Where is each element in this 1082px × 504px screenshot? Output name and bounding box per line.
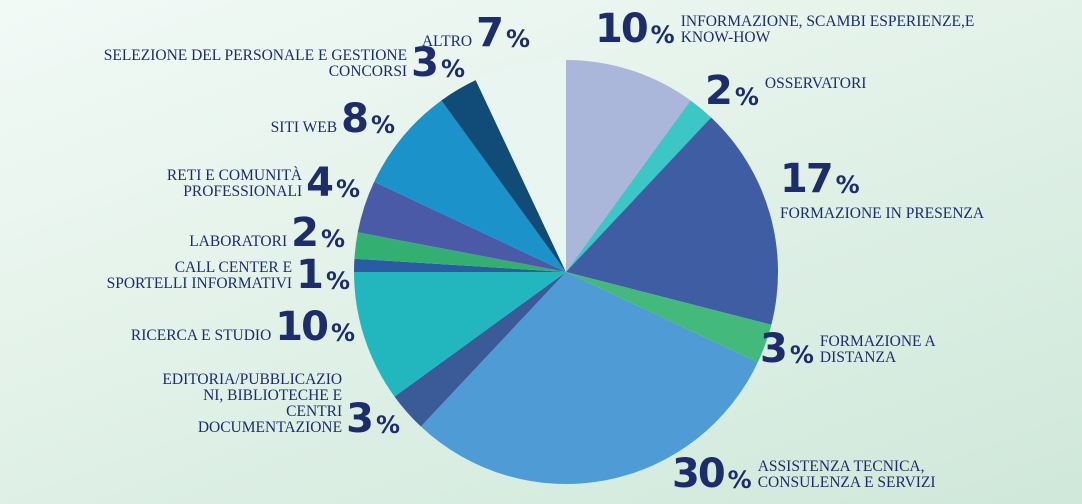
value-label: 4 bbox=[306, 160, 334, 206]
value-label: 10 bbox=[595, 6, 649, 52]
value-unit: % bbox=[505, 25, 530, 53]
slice-label: 17% FORMAZIONE IN PRESENZA bbox=[780, 156, 1080, 222]
pie-slice bbox=[354, 232, 566, 272]
value-unit: % bbox=[835, 171, 860, 199]
slice-label: CALL CENTER E SPORTELLI INFORMATIVI 1% bbox=[92, 252, 350, 298]
value-unit: % bbox=[789, 341, 814, 369]
category-label: LABORATORI bbox=[189, 233, 288, 250]
category-label: FORMAZIONE IN PRESENZA bbox=[780, 205, 985, 222]
value-label: 1 bbox=[296, 252, 324, 298]
category-label: INFORMAZIONE, SCAMBI ESPERIENZE,E KNOW-H… bbox=[680, 13, 975, 46]
pie-slice bbox=[566, 272, 772, 363]
slice-label: RETI E COMUNITÀ PROFESSIONALI 4% bbox=[102, 160, 360, 206]
category-label: CALL CENTER E SPORTELLI INFORMATIVI bbox=[106, 259, 293, 292]
value-unit: % bbox=[325, 267, 350, 295]
pie-slice bbox=[566, 117, 779, 325]
value-unit: % bbox=[375, 411, 400, 439]
category-label: ASSISTENZA TECNICA, CONSULENZA E SERVIZI bbox=[757, 458, 936, 491]
slice-label: SITI WEB 8% bbox=[137, 96, 395, 142]
pie-slice bbox=[357, 181, 566, 272]
value-unit: % bbox=[320, 225, 345, 253]
value-unit: % bbox=[330, 319, 355, 347]
slice-label: ALTRO 7% bbox=[272, 10, 530, 56]
pie-slice bbox=[566, 60, 691, 272]
value-label: 3 bbox=[346, 396, 374, 442]
pie-slice bbox=[441, 80, 566, 272]
category-label: RETI E COMUNITÀ PROFESSIONALI bbox=[166, 167, 303, 200]
slice-label: EDITORIA/PUBBLICAZIO NI, BIBLIOTECHE E C… bbox=[152, 371, 400, 442]
slice-label: 10% INFORMAZIONE, SCAMBI ESPERIENZE,E KNO… bbox=[595, 6, 981, 52]
value-label: 17 bbox=[780, 156, 834, 202]
value-unit: % bbox=[650, 21, 675, 49]
category-label: ALTRO bbox=[421, 33, 473, 50]
slice-label: 2% OSSERVATORI bbox=[705, 68, 965, 114]
pie-slice bbox=[475, 60, 566, 272]
value-unit: % bbox=[370, 111, 395, 139]
value-unit: % bbox=[727, 466, 752, 494]
value-label: 2 bbox=[291, 210, 319, 256]
pie-slice bbox=[394, 272, 566, 427]
category-label: RICERCA E STUDIO bbox=[130, 327, 272, 344]
value-unit: % bbox=[734, 83, 759, 111]
category-label: EDITORIA/PUBBLICAZIO NI, BIBLIOTECHE E C… bbox=[162, 371, 343, 436]
category-label: SELEZIONE DEL PERSONALE E GESTIONE CONCO… bbox=[103, 47, 408, 80]
slice-label: RICERCA E STUDIO 10% bbox=[21, 304, 355, 350]
category-label: OSSERVATORI bbox=[764, 75, 867, 92]
pie-slice bbox=[354, 258, 566, 272]
slice-label: 30% ASSISTENZA TECNICA, CONSULENZA E SERV… bbox=[672, 451, 1028, 497]
value-label: 3 bbox=[760, 326, 788, 372]
value-label: 8 bbox=[341, 96, 369, 142]
value-label: 2 bbox=[705, 68, 733, 114]
value-unit: % bbox=[440, 55, 465, 83]
slice-label: LABORATORI 2% bbox=[87, 210, 345, 256]
pie-slice bbox=[374, 100, 566, 272]
value-label: 3 bbox=[411, 40, 439, 86]
value-label: 30 bbox=[672, 451, 726, 497]
value-label: 10 bbox=[275, 304, 329, 350]
value-row: 17% bbox=[780, 156, 1080, 202]
slice-label: SELEZIONE DEL PERSONALE E GESTIONE CONCO… bbox=[77, 40, 465, 86]
pie-slice bbox=[420, 272, 758, 484]
value-label: 7 bbox=[476, 10, 504, 56]
pie-slice bbox=[354, 272, 566, 397]
category-label: FORMAZIONE A DISTANZA bbox=[819, 333, 935, 366]
slice-label: 3% FORMAZIONE A DISTANZA bbox=[760, 326, 1000, 372]
value-unit: % bbox=[335, 175, 360, 203]
pie-slice bbox=[566, 100, 712, 272]
category-label: SITI WEB bbox=[270, 119, 338, 136]
